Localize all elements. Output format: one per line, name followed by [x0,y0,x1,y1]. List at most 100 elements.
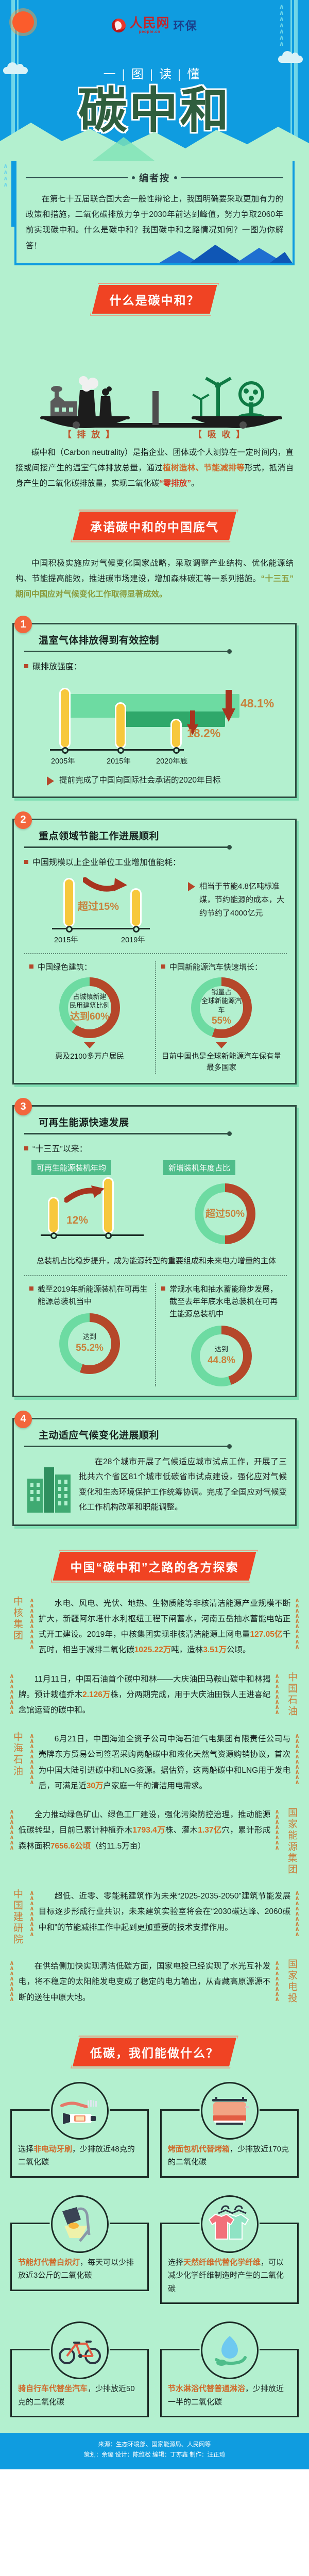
axis-tick [66,925,73,933]
donut-line-1: 销量占 [211,988,232,996]
tip-suffix: ，可以减少化学纤维制造时产生的二氧化碳 [168,2258,284,2293]
bullet-label: 常规水电和抽水蓄能稳步发展，截至去年年底水电总装机在可再生能源总装机中 [169,1284,278,1318]
green-building-note: 惠及2100多万户居民 [55,1052,124,1061]
chevron-up-decoration: ∧ ∧ ∧ ∧ ∧ ∧ ∧ ∧ [274,1808,280,1852]
donut-chart-green-building: 占城镇新建 民用建筑比例 达到60% [59,977,120,1038]
bullet-label: “十三五”以来： [32,1145,88,1154]
donut-line-2: 全球新能源汽车 [201,997,242,1014]
kicker-char-3: 读 [159,67,178,81]
card-bullet: 中国规模以上企业单位工业增加值能耗： [24,855,287,868]
text-part-4: 公顷。 [226,1646,251,1655]
donut-value: 44.8% [208,1354,235,1366]
hero-stripe-left-thin [17,0,19,161]
card-number-badge: 4 [14,1410,32,1428]
wind-turbine-icon [192,377,232,418]
donut-line-2: 民用建筑比例 [69,1002,110,1010]
card-rule [24,844,232,850]
donut-line-1: 占城镇新建 [73,992,107,1001]
arrow-down-icon [187,710,198,736]
bar-2019 [130,888,142,927]
axis-label-2019: 2019年 [121,936,145,944]
toaster-icon [200,2081,259,2140]
energy-intensity-chart: 超过15% 2015年 2019年 [39,873,188,946]
confidence-intro-part-1: 中国积极实施应对气候变化国家战略，采取调整产业结构、优化能源结构、节能提高能效，… [15,558,294,583]
tip-lamp: 节能灯代替白炽灯，每天可以少排放近3公斤的二氧化碳 [10,2195,149,2304]
mountain-decoration [159,244,293,263]
energy-saving-note: 相当于节能4.8亿吨标准煤，节约能源的成本，大约节约了4000亿元 [199,882,285,918]
exploration-item-spic: 国家电投 ∧ ∧ ∧ ∧ ∧ ∧ ∧ ∧ 在供给侧加快实现清洁低碳方面，国家电投已经实现了水光… [9,1959,300,2006]
banner-label: 中国“碳中和”之路的各方探索 [53,1552,256,1581]
donut-chart-44: 达到 44.8% [191,1325,252,1386]
company-name: 中国建研院 [12,1889,23,1946]
axis-label-2015: 2015年 [54,936,78,944]
section-banner-explorations: 中国“碳中和”之路的各方探索 [0,1550,309,1583]
section-banner-confidence: 承诺碳中和的中国底气 [0,510,309,543]
leaf-hand-icon [200,2321,259,2380]
definition-part-1: 碳中和（Carbon neutrality）是指企业、团体或个人测算在一定时间内… [15,448,294,473]
bicycle-icon [50,2321,109,2380]
tip-text-box: 骑自行车代替坐汽车，少排放近50克的二氧化碳 [10,2350,149,2418]
tip-highlight: 非电动牙刷 [33,2144,73,2154]
figure-3: 7656.6公顷 [50,1841,91,1851]
card-rule [24,1131,232,1137]
section-banner-low-carbon: 低碳，我们能做什么？ [0,2036,309,2069]
confidence-intro: 中国积极实施应对气候变化国家战略，采取调整产业结构、优化能源结构、节能提高能效，… [15,556,294,603]
exploration-item-ceic: 国家能源集团 ∧ ∧ ∧ ∧ ∧ ∧ ∧ ∧ 全力推动绿色矿山、绿色工厂建设，强化污染防控治理… [9,1807,300,1875]
company-name: 中核集团 [12,1596,23,1641]
confidence-intro-highlight: “十三五”期间中国应对气候变化工作取得显著成效。 [15,574,294,599]
achievement-card-2: 2 重点领域节能工作进展顺利 中国规模以上企业单位工业增加值能耗： 超过15% [12,811,297,1085]
card-number-badge: 1 [14,616,32,634]
card-number-badge: 3 [14,1098,32,1116]
figure-1: 1793.4万 [132,1826,165,1835]
chevron-up-decoration: ∧ ∧ ∧ ∧ ∧ ∧ ∧ ∧ ∧ ∧ [295,1732,300,1786]
bar-start [48,1197,59,1234]
text-part-2: 株，分两期完成，用于大庆油田铁人王进喜纪念馆运营的碳中和。 [18,1690,271,1715]
site-logo[interactable]: 人民网 people.cn 环保 [0,16,309,35]
bar-2020 [170,719,182,749]
chevron-up-decoration: ∧ ∧ ∧ ∧ ∧ ∧ ∧ ∧ ∧ [295,1889,300,1938]
tip-toaster: 烤面包机代替烤箱，少排放近170克的二氧化碳 [160,2081,299,2178]
new-energy-capacity-panel: 截至2019年新能源装机在可再生能源总装机当中 达到 55.2% [24,1283,156,1386]
chevron-up-decoration: ∧ ∧ ∧ ∧ ∧ ∧ ∧ ∧ [274,1672,280,1716]
card-note: 提前完成了中国向国际社会承诺的2020年目标 [47,774,287,787]
axis-tick [117,747,124,754]
chevron-up-decoration: ∧ ∧ ∧ ∧ ∧ ∧ ∧ ∧ ∧ ∧ [29,1732,35,1786]
definition-part-3: 。 [191,479,199,488]
text-part-2: 株、灌木 [165,1826,198,1835]
definition-highlight-2: “零排放” [159,479,192,488]
company-text: 在供给侧加快实现清洁低碳方面，国家电投已经实现了水光互补发电，将不稳定的太阳能发… [19,1959,271,2006]
cloud-icon [278,51,303,63]
chevron-up-decoration: ∧ ∧ ∧ ∧ ∧ ∧ ∧ ∧ [9,1808,14,1852]
tip-toothbrush: 选择非电动牙刷，少排放近48克的二氧化碳 [10,2081,149,2178]
banner-label: 低碳，我们能做什么？ [73,2038,236,2066]
triangle-down-icon [216,1042,227,1048]
company-name: 国家电投 [286,1959,297,2005]
figure-2: 1025.22万 [134,1646,171,1655]
renewable-growth-chart: 12% [35,1177,155,1252]
logo-channel: 环保 [173,20,197,33]
text-part-1: 超低、近零、零能耗建筑作为未来“2025-2035-2050”建筑节能发展目标逐… [38,1892,291,1932]
nev-note: 目前中国也是全球新能源汽车保有量最多国家 [162,1052,281,1072]
donut-caption: 达到 [82,1333,96,1341]
tip-suffix: ，少排放近48克的二氧化碳 [18,2144,135,2167]
card-title: 可再生能源快速发展 [39,1117,129,1129]
chevron-up-decoration: ∧ ∧ ∧ ∧ [3,162,8,188]
tip-prefix: 选择 [18,2144,34,2154]
company-name: 中国石油 [286,1671,297,1717]
company-text: 11月11日，中国石油首个碳中和林——大庆油田马鞍山碳中和林揭牌。预计栽植乔木2… [19,1672,271,1719]
donut-value: 达到60% [70,1011,110,1022]
text-part-4: （约11.5万亩） [91,1841,146,1851]
donut-chart-new-capacity: 超过50% [195,1183,255,1245]
donut-value: 55.2% [76,1342,104,1353]
bullet-label: 中国绿色建筑： [38,962,92,972]
card-title: 主动适应气候变化进展顺利 [39,1430,160,1441]
tip-suffix: ，少排放近一半的二氧化碳 [168,2384,284,2406]
emission-label: 【 排 放 】 [62,429,116,439]
definition-highlight-1: 植树造林、节能减排等 [163,464,245,473]
card-rule [24,1444,232,1449]
chevron-up-decoration: ∧ ∧ ∧ ∧ ∧ ∧ ∧ ∧ ∧ [29,1889,35,1938]
text-part-1: 6月21日，中国海油全资子公司中海石油气电集团有限责任公司与壳牌东方贸易公司签署… [38,1735,291,1790]
accent-stripe [11,161,14,227]
infographic-page: ∧ ∧ ∧ ∧ ∧ ∧ ∧ 人民网 people.cn 环保 一|图|读|懂 碳中和 ∧ ∧ ∧… [0,0,309,2469]
exploration-item-cnpc: 中国石油 ∧ ∧ ∧ ∧ ∧ ∧ ∧ ∧ 11月11日，中国石油首个碳中和林——大庆油田马鞍山… [9,1672,300,1719]
